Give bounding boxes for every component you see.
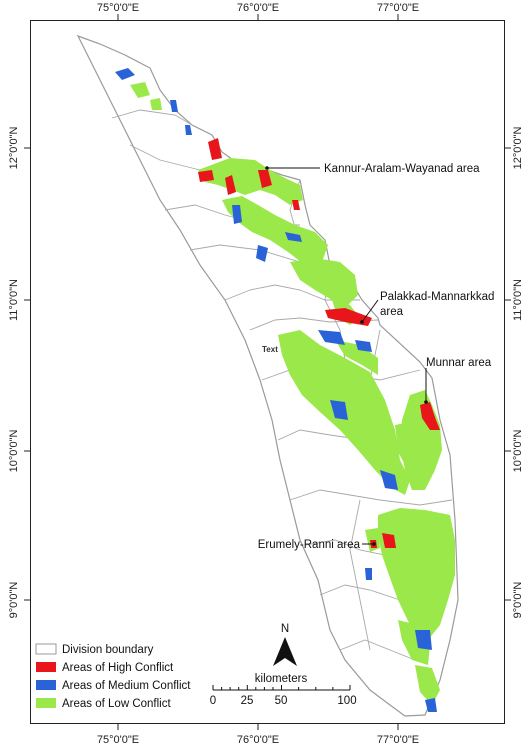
medium-area-9 <box>330 400 348 420</box>
low-area-wayanad <box>198 158 303 205</box>
callout-palakkad: Palakkad-Mannarkkad area <box>360 291 494 324</box>
legend: Division boundary Areas of High Conflict… <box>35 643 191 710</box>
callout-kannur-label: Kannur-Aralam-Wayanad area <box>324 163 480 175</box>
medium-area-6 <box>285 232 302 242</box>
callout-munnar-label: Munnar area <box>426 357 492 369</box>
lon-label-top-2: 76°0'0"E <box>237 2 279 14</box>
lon-label-top-3: 77°0'0"E <box>377 2 419 14</box>
lon-label-bottom-3: 77°0'0"E <box>377 734 419 746</box>
legend-swatch-high <box>36 662 56 672</box>
scale-tick-100: 100 <box>337 695 356 707</box>
medium-area-8 <box>355 340 372 352</box>
medium-area-3 <box>185 125 192 135</box>
legend-swatch-low <box>36 698 56 708</box>
kerala-outline <box>76 34 459 717</box>
callout-erumely: Erumely-Ranni area <box>258 539 376 551</box>
low-area-south-2 <box>415 665 440 705</box>
scale-bar-unit: kilometers <box>255 673 308 685</box>
low-area-south-central <box>395 422 420 470</box>
north-arrow-label: N <box>281 623 289 635</box>
medium-area-7 <box>318 330 345 345</box>
division-boundary-12 <box>339 639 416 661</box>
medium-conflict-areas <box>115 68 437 712</box>
medium-area-2 <box>170 100 178 112</box>
callout-palakkad-label2: area <box>380 306 404 318</box>
lat-label-right-2: 11°0'0"N <box>512 279 524 321</box>
medium-area-10 <box>380 470 398 490</box>
high-area-aralam <box>225 175 236 195</box>
callout-kannur-dot <box>265 166 269 170</box>
lat-label-left-3: 10°0'0"N <box>8 430 20 473</box>
frame-ticks <box>24 14 511 730</box>
callout-palakkad-label: Palakkad-Mannarkkad <box>380 291 494 303</box>
low-area-ranni <box>378 508 455 640</box>
division-boundary-1 <box>111 109 193 126</box>
division-boundary-16 <box>349 499 371 651</box>
scale-bar-ticks <box>212 685 351 690</box>
high-area-wayanad-2 <box>292 200 300 210</box>
scale-tick-0: 0 <box>210 695 216 707</box>
lat-label-right-1: 12°0'0"N <box>512 127 524 170</box>
medium-area-11 <box>415 630 432 650</box>
medium-area-4 <box>232 205 242 224</box>
inline-text-label: Text <box>262 345 278 354</box>
low-conflict-areas <box>130 82 455 705</box>
low-area-central-2 <box>335 340 378 375</box>
high-area-erumely <box>382 533 396 548</box>
low-area-north-1 <box>130 82 150 98</box>
scale-bar: kilometers 0 25 50 100 <box>210 673 357 707</box>
low-area-palakkad <box>290 258 358 305</box>
legend-swatch-medium <box>36 680 56 690</box>
lat-label-left-4: 9°0'0"N <box>8 582 20 619</box>
north-arrow-icon <box>273 637 297 666</box>
lat-label-left-1: 12°0'0"N <box>8 127 20 170</box>
lat-label-left-2: 11°0'0"N <box>8 279 20 321</box>
division-boundary-5 <box>224 284 360 301</box>
low-area-kannur-south <box>222 196 328 265</box>
legend-label-boundary: Division boundary <box>62 644 154 656</box>
callout-palakkad-leader <box>361 299 379 323</box>
low-area-north-2 <box>150 98 162 110</box>
callout-palakkad-dot <box>360 320 364 324</box>
medium-area-12 <box>425 698 437 712</box>
lat-label-right-4: 9°0'0"N <box>512 582 524 619</box>
callout-kannur: Kannur-Aralam-Wayanad area <box>265 163 480 175</box>
medium-area-1 <box>115 68 135 80</box>
legend-swatch-boundary <box>35 643 57 655</box>
legend-label-high: Areas of High Conflict <box>62 662 174 674</box>
medium-area-5 <box>256 245 268 262</box>
high-area-kannur-1 <box>208 138 222 160</box>
high-area-palakkad <box>325 308 372 326</box>
medium-area-13 <box>365 568 372 580</box>
high-area-munnar <box>420 402 440 430</box>
lat-label-right-3: 10°0'0"N <box>512 430 524 473</box>
lon-label-bottom-1: 75°0'0"E <box>97 734 139 746</box>
callout-erumely-dot <box>372 542 376 546</box>
legend-label-low: Areas of Low Conflict <box>62 698 171 710</box>
callout-munnar-dot <box>424 400 428 404</box>
lon-label-top-1: 75°0'0"E <box>97 2 139 14</box>
lon-label-bottom-2: 76°0'0"E <box>237 734 279 746</box>
high-conflict-areas <box>198 138 440 548</box>
callout-erumely-label: Erumely-Ranni area <box>258 539 361 551</box>
callout-munnar: Munnar area <box>424 357 492 404</box>
scale-tick-50: 50 <box>275 695 288 707</box>
division-boundary-9 <box>289 489 453 506</box>
legend-label-medium: Areas of Medium Conflict <box>62 680 191 692</box>
low-area-south-1 <box>398 620 430 665</box>
north-arrow: N <box>273 623 297 666</box>
high-area-wayanad <box>258 170 272 188</box>
high-area-kannur-2 <box>198 170 214 182</box>
scale-tick-25: 25 <box>241 695 254 707</box>
